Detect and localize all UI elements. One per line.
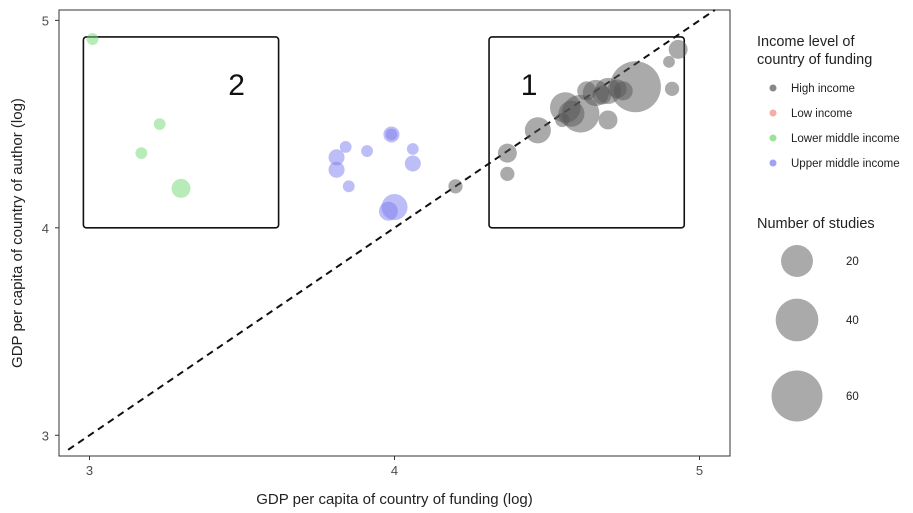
data-point-high-income-1 — [500, 166, 515, 181]
legend-size-key-40 — [775, 298, 819, 342]
annotation-label-2: 2 — [228, 69, 245, 102]
data-point-high-income-17 — [664, 81, 680, 96]
legend: Income level of country of funding High in… — [757, 34, 900, 422]
y-axis-title: GDP per capita of country of author (log… — [9, 98, 26, 368]
data-point-upper-middle-income-2 — [339, 141, 352, 153]
legend-color-key-1 — [769, 109, 777, 117]
data-point-upper-middle-income-8 — [404, 155, 421, 172]
legend-color-title-line-2: country of funding — [757, 52, 872, 68]
data-point-high-income-0 — [448, 179, 463, 194]
plot-layer: 12 — [58, 9, 731, 457]
data-point-lower-middle-income-0 — [86, 33, 99, 45]
annotation-label-1: 1 — [521, 69, 538, 102]
y-tick-label-5: 5 — [42, 13, 49, 28]
x-tick-label-5: 5 — [696, 463, 703, 478]
legend-color-key-3 — [769, 159, 777, 167]
data-point-lower-middle-income-3 — [171, 178, 191, 198]
axis-layer: 3 4 5 3 4 5 GDP per capita of country of fundi… — [9, 13, 703, 508]
data-point-upper-middle-income-3 — [342, 180, 355, 193]
legend-size-label-60: 60 — [846, 391, 859, 403]
annotation-box-1 — [488, 36, 686, 229]
x-tick-label-4: 4 — [391, 463, 398, 478]
legend-size-label-20: 20 — [846, 256, 859, 268]
data-point-upper-middle-income-0 — [328, 149, 345, 166]
data-point-upper-middle-income-1 — [328, 161, 345, 178]
data-point-lower-middle-income-1 — [153, 118, 166, 130]
data-point-high-income-18 — [668, 39, 688, 59]
data-point-upper-middle-income-6 — [385, 128, 398, 141]
legend-color-key-0 — [769, 84, 777, 92]
legend-color-label-2: Lower middle income — [791, 133, 900, 145]
annotation-box-2 — [82, 36, 280, 229]
x-axis-title: GDP per capita of country of funding (lo… — [256, 491, 533, 508]
legend-color-key-2 — [769, 134, 777, 142]
data-point-lower-middle-income-2 — [135, 147, 148, 160]
data-point-upper-middle-income-10 — [381, 194, 408, 221]
data-point-high-income-2 — [497, 143, 517, 163]
legend-color-label-3: Upper middle income — [791, 158, 900, 170]
legend-color-title-line-1: Income level of — [757, 34, 855, 50]
legend-size-label-40: 40 — [846, 315, 859, 327]
data-point-upper-middle-income-7 — [406, 143, 419, 155]
data-point-upper-middle-income-4 — [361, 145, 373, 157]
data-point-high-income-12 — [598, 110, 618, 130]
data-point-high-income-16 — [663, 55, 675, 68]
x-tick-label-3: 3 — [86, 463, 93, 478]
legend-size-title: Number of studies — [757, 216, 875, 232]
legend-color-label-1: Low income — [791, 108, 852, 120]
data-point-high-income-3 — [524, 117, 551, 144]
y-tick-label-4: 4 — [42, 221, 49, 236]
y-tick-label-3: 3 — [42, 428, 49, 443]
legend-color-label-0: High income — [791, 83, 855, 95]
data-point-high-income-15 — [609, 61, 661, 113]
legend-size-key-20 — [781, 245, 813, 277]
legend-size-key-60 — [771, 370, 823, 422]
